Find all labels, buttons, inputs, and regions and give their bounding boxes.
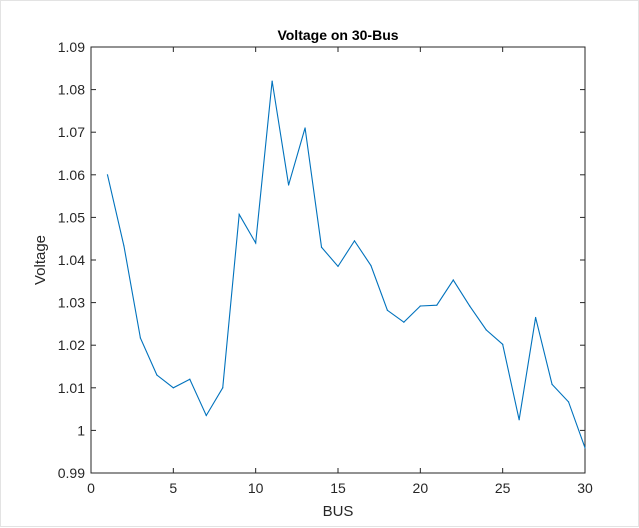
x-tick-label: 0 bbox=[87, 480, 95, 496]
data-point bbox=[288, 184, 290, 186]
y-tick-label: 1.06 bbox=[58, 167, 85, 183]
data-point bbox=[567, 401, 570, 403]
data-point bbox=[337, 265, 339, 267]
data-point bbox=[386, 309, 388, 311]
data-point bbox=[106, 174, 109, 176]
data-point bbox=[518, 419, 520, 421]
x-tick-label: 10 bbox=[248, 480, 264, 496]
series-line bbox=[106, 80, 586, 449]
data-point bbox=[172, 387, 174, 389]
y-tick-label: 1.03 bbox=[58, 295, 85, 311]
data-point bbox=[353, 240, 356, 242]
data-point bbox=[403, 321, 405, 323]
data-point bbox=[535, 316, 537, 319]
data-point bbox=[320, 246, 323, 248]
data-point bbox=[271, 80, 273, 82]
x-axis-label: BUS bbox=[323, 503, 354, 520]
y-tick-label: 0.99 bbox=[58, 465, 85, 481]
x-tick-label: 5 bbox=[169, 480, 177, 496]
y-tick-label: 1.09 bbox=[58, 39, 85, 55]
axis-ticks bbox=[90, 46, 586, 474]
data-point bbox=[419, 305, 421, 307]
data-point bbox=[370, 264, 372, 267]
data-point bbox=[485, 329, 487, 331]
x-tick-label: 30 bbox=[577, 480, 593, 496]
y-tick-label: 1.04 bbox=[58, 252, 85, 268]
data-point bbox=[436, 304, 438, 306]
data-point bbox=[502, 343, 504, 345]
axis-tick-labels: 0 5 10 15 20 25 30 0.99 1 1.01 1.02 1.03 1.04 1.05 1.0… bbox=[58, 39, 593, 496]
y-tick-label: 1.07 bbox=[58, 124, 85, 140]
data-point bbox=[255, 242, 257, 244]
data-point bbox=[139, 337, 141, 339]
y-tick-label: 1.02 bbox=[58, 337, 85, 353]
plot-area bbox=[90, 46, 586, 474]
y-tick-label: 1.08 bbox=[58, 82, 85, 98]
data-point bbox=[205, 414, 207, 417]
y-tick-label: 1 bbox=[77, 422, 85, 438]
data-point bbox=[156, 374, 158, 376]
x-tick-label: 15 bbox=[330, 480, 346, 496]
x-tick-label: 25 bbox=[495, 480, 511, 496]
y-tick-label: 1.01 bbox=[58, 380, 85, 396]
data-point bbox=[469, 305, 471, 307]
data-point bbox=[551, 383, 553, 385]
data-points bbox=[106, 80, 586, 449]
x-tick-label: 20 bbox=[413, 480, 429, 496]
data-point bbox=[304, 127, 306, 129]
data-point bbox=[238, 213, 240, 216]
data-point bbox=[584, 447, 586, 449]
data-point bbox=[222, 387, 224, 389]
data-point bbox=[189, 378, 191, 380]
chart-title: Voltage on 30-Bus bbox=[277, 27, 398, 43]
data-point bbox=[123, 245, 125, 247]
data-point bbox=[452, 279, 454, 281]
y-tick-label: 1.05 bbox=[58, 209, 85, 225]
y-axis-label: Voltage bbox=[32, 235, 49, 285]
